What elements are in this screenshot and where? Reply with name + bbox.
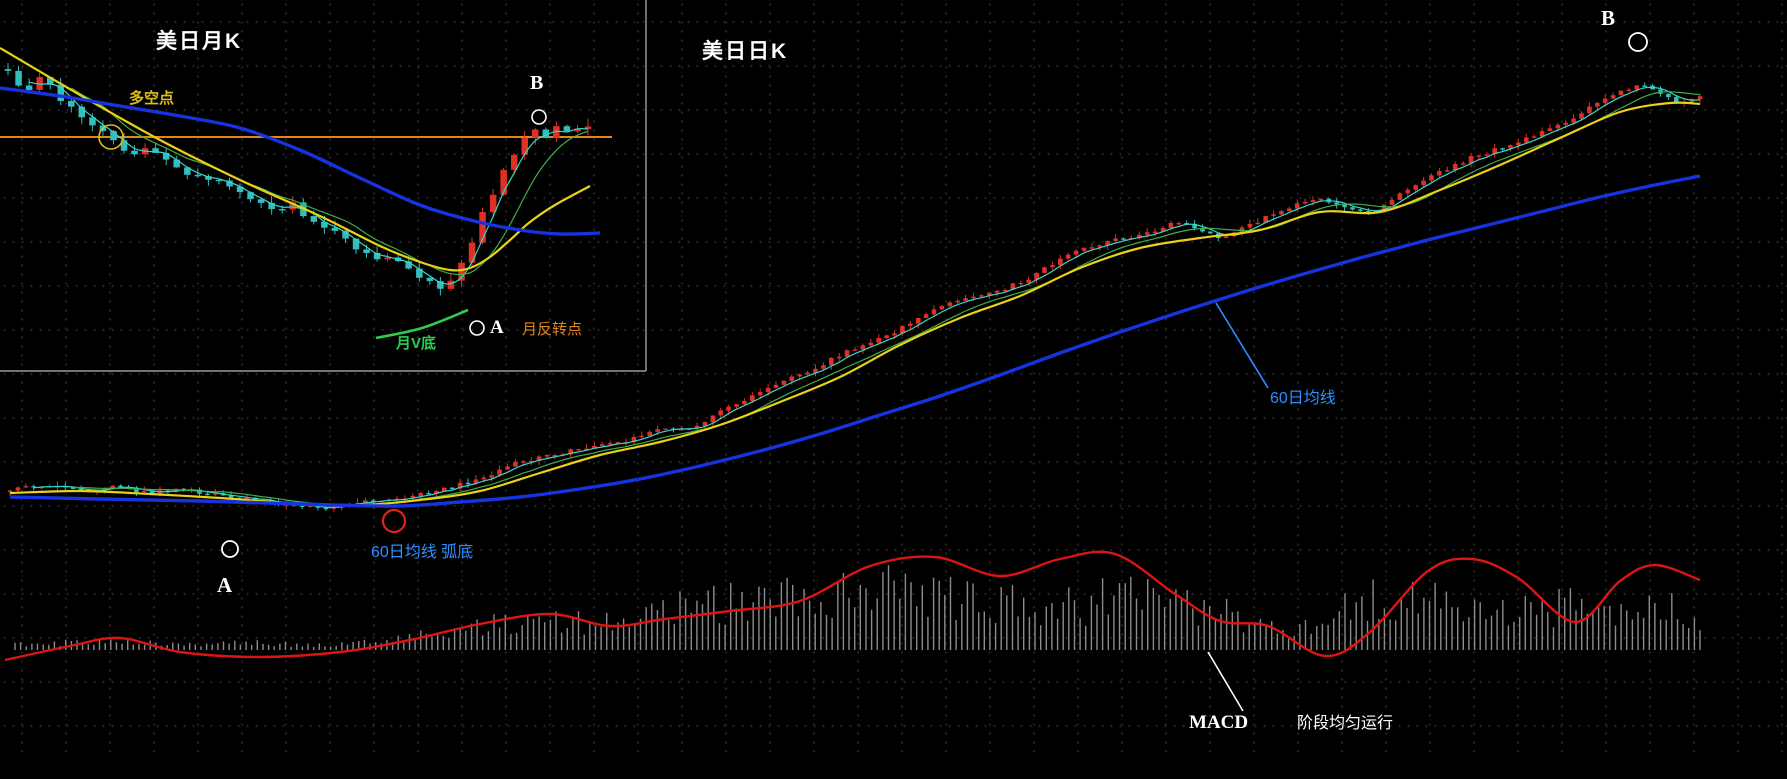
marker-circle [381,508,407,534]
marker-circle [531,109,547,125]
marker-circle [98,124,124,150]
ma60-label: 60日均线 [1270,390,1336,407]
macd-label: MACD [1189,712,1249,733]
monthly-k-group [0,0,647,372]
daily-point-a-label: A [217,573,233,597]
monthly-chart-pane[interactable] [0,0,646,371]
macd-note-label: 阶段均匀运行 [1297,715,1394,732]
bottom-bar [0,753,1787,779]
marker-line [1207,651,1244,712]
fanzhuandian-label: 月反转点 [522,321,583,338]
ma60-arc-label: 60日均线 弧底 [371,544,474,561]
monthly-k-sma7 [70,87,589,276]
marker-circle [469,320,485,336]
daily-k-ma-blue-60 [9,174,1701,508]
macd-group [4,550,1701,662]
monthly-k-ma-blue-60 [0,86,601,236]
daily-chart-pane[interactable] [646,0,1787,560]
duokongdian-label: 多空点 [129,90,175,107]
marker-circle [1628,32,1648,52]
monthly-point-a-label: A [490,317,504,338]
v-bottom-label: 月V底 [396,335,437,352]
monthly-chart-title: 美日月K [156,30,243,53]
marker-circle [221,540,239,558]
daily-point-b-label: B [1601,6,1616,30]
monthly-point-b-label: B [530,72,544,94]
macd-signal-line [4,550,1701,662]
macd-pane[interactable] [0,560,1787,753]
monthly-k-ma-yellow [0,47,591,272]
marker-curve [375,308,469,340]
daily-k-group [7,32,1703,712]
daily-chart-title: 美日日K [702,40,789,63]
marker-line [1215,302,1269,389]
